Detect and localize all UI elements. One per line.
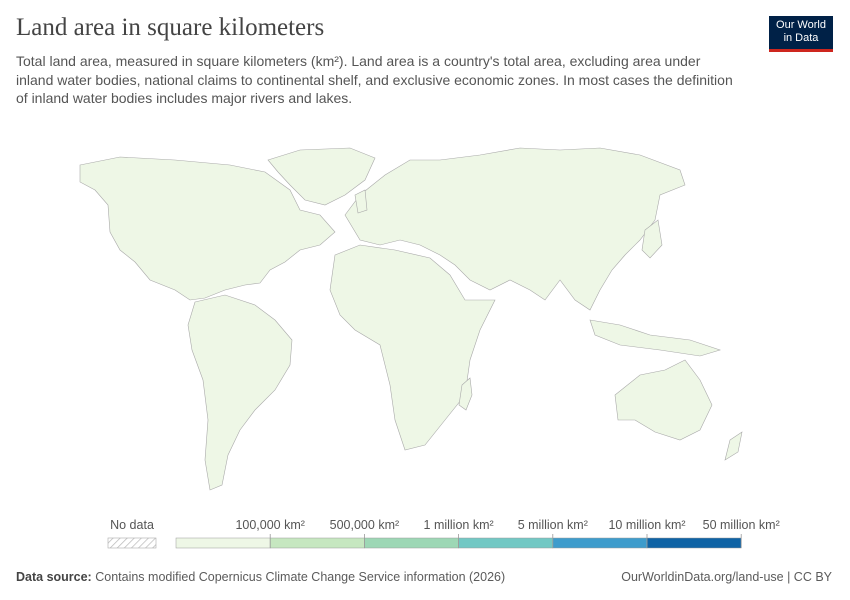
logo-line: in Data [783,32,819,44]
legend-tick-label: 1 million km² [424,518,494,532]
subtitle: Total land area, measured in square kilo… [16,53,733,106]
madagascar [458,377,473,411]
japan [641,219,663,259]
footer-source: Data source: Contains modified Copernicu… [16,570,505,584]
legend-bin [458,537,554,549]
legend-tick-label: 500,000 km² [330,518,399,532]
source-text: Contains modified Copernicus Climate Cha… [95,570,506,584]
title: Land area in square kilometers [16,14,325,41]
south-america [187,294,293,491]
australia [614,359,713,441]
legend-tick-label: 10 million km² [608,518,685,532]
legend-tick-label: 5 million km² [518,518,588,532]
legend-tick-label: 100,000 km² [235,518,304,532]
greenland [267,147,376,206]
africa [329,244,496,451]
source-label: Data source: [16,570,92,584]
logo[interactable]: Our World in Data [769,16,833,52]
north-america [79,156,336,301]
indonesia [589,319,721,357]
no-data-label: No data [110,518,154,532]
eurasia [344,147,686,311]
legend-bin [175,537,271,549]
legend-bin [646,537,742,549]
uk [354,189,368,214]
legend-tick-label: 50 million km² [703,518,780,532]
logo-line: Our World [776,19,826,31]
countries [79,147,743,491]
no-data-swatch [107,537,157,549]
footer-credit[interactable]: OurWorldinData.org/land-use | CC BY [621,570,832,584]
legend-bin [364,537,459,549]
new-zealand [724,431,743,461]
legend-bin [552,537,648,549]
legend: No data 100,000 km² 500,000 km² 1 million … [107,518,780,549]
legend-bin [269,537,365,549]
